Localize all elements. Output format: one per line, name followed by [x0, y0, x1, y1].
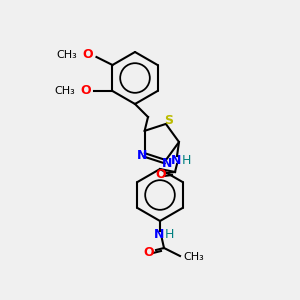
Text: O: O	[81, 85, 92, 98]
Text: N: N	[154, 229, 164, 242]
Text: N: N	[171, 154, 181, 166]
Text: H: H	[181, 154, 191, 166]
Text: H: H	[164, 229, 174, 242]
Text: O: O	[156, 169, 166, 182]
Text: N: N	[162, 157, 172, 169]
Text: N: N	[136, 149, 147, 162]
Text: CH₃: CH₃	[55, 86, 76, 96]
Text: O: O	[144, 247, 154, 260]
Text: CH₃: CH₃	[183, 252, 204, 262]
Text: O: O	[83, 49, 94, 62]
Text: CH₃: CH₃	[57, 50, 77, 60]
Text: S: S	[164, 114, 173, 128]
